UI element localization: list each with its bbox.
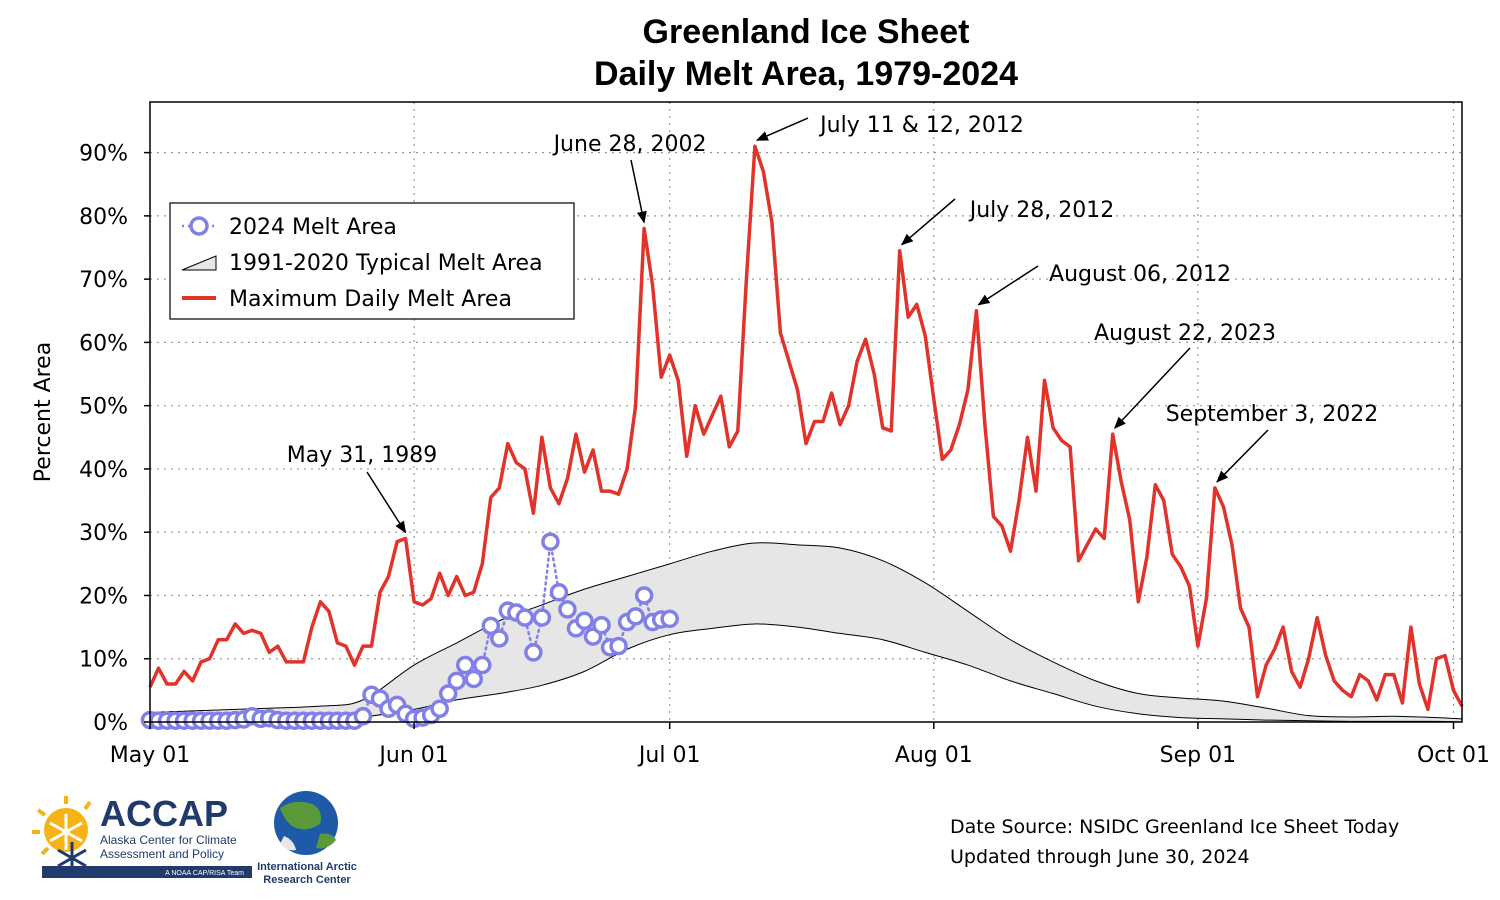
annotation-arrow [366,471,407,534]
melt-2024-point [575,611,594,631]
x-tick-label: Sep 01 [1160,743,1236,768]
accap-logo: ACCAP Alaska Center for Climate Assessme… [32,793,252,878]
melt-2024-point [438,684,458,703]
annotation-label: July 11 & 12, 2012 [818,113,1024,138]
melt-2024-point [609,636,628,656]
melt-2024-point [490,629,509,648]
y-tick-label: 50% [79,395,128,420]
legend-box [169,202,575,320]
x-tick-label: Jun 01 [377,743,448,768]
x-tick-label: Oct 01 [1417,743,1490,768]
typical-melt-band [149,542,1463,723]
annotations: May 31, 1989 June 28, 2002 July 11 & 12, 2… [287,113,1379,534]
max-melt-series [148,144,1464,712]
y-axis-label: Percent Area [31,342,56,482]
y-tick-label: 30% [79,521,128,546]
melt-2024-point [549,583,569,602]
x-tick-label: May 01 [110,743,190,768]
x-tick-label: Aug 01 [895,743,973,768]
melt-2024-point [455,655,475,675]
legend-label: Maximum Daily Melt Area [229,287,512,312]
melt-2024-point [634,586,654,605]
legend: 2024 Melt Area 1991-2020 Typical Melt Are… [169,202,575,320]
y-tick-label: 0% [93,711,128,736]
melt-2024-point [473,655,492,675]
updated-through-text: Updated through June 30, 2024 [950,846,1250,868]
annotation-arrow [1216,429,1269,483]
annotation-label: May 31, 1989 [287,443,437,468]
annotation-arrow [1114,347,1191,429]
accap-banner [42,866,252,878]
melt-2024-point [515,608,535,627]
melt-2024-point [626,607,645,626]
globe-icon [274,791,338,855]
y-tick-label: 40% [79,458,128,483]
melt-2024-point [353,707,373,726]
chart-title-line: Daily Melt Area, 1979-2024 [594,55,1018,93]
melt-2024-point [660,609,679,629]
annotation-arrow [977,265,1039,306]
melt-2024-point [541,532,560,551]
annotation-arrow [755,117,809,141]
iarc-line2: Research Center [263,874,351,886]
melt-2024-point [532,608,552,627]
iarc-line1: International Arctic [257,861,357,873]
plot-frame [149,101,1463,723]
annotation-label: July 28, 2012 [968,198,1115,223]
accap-name: ACCAP [100,793,228,834]
melt-2024-series [140,532,679,730]
axes: 0% 10% 20% 30% 40% 50% 60% 70% 80% 90% May 01 Jun 0… [31,101,1490,768]
melt-2024-point [464,669,483,689]
melt-2024-point [524,643,543,662]
melt-2024-point [430,699,449,718]
annotation-label: August 06, 2012 [1049,262,1231,287]
annotation-label: August 22, 2023 [1094,321,1276,346]
melt-2024-point [447,671,466,691]
accap-line2: Assessment and Policy [100,847,224,861]
iarc-logo: International Arctic Research Center [257,791,357,886]
accap-line1: Alaska Center for Climate [100,833,237,847]
melt-2024-point [481,616,501,636]
chart-title-line: Greenland Ice Sheet [643,13,970,51]
max-melt-line [148,144,1464,712]
y-tick-label: 70% [79,268,128,293]
y-tick-label: 20% [79,584,128,609]
legend-swatch-typical [181,255,217,271]
x-tick-label: Jul 01 [637,743,701,768]
chart-title: Greenland Ice Sheet Daily Melt Area, 1979… [594,13,1018,93]
annotation-label: June 28, 2002 [552,132,707,157]
accap-line3: A NOAA CAP/RISA Team [165,870,244,877]
annotation-label: September 3, 2022 [1166,402,1379,427]
typical-band-upper [149,542,1463,720]
y-tick-label: 80% [79,205,128,230]
typical-band-fill [150,542,1462,722]
melt-2024-point [592,615,611,635]
annotation-arrow [630,159,647,224]
y-tick-label: 60% [79,331,128,356]
sun-snowflake-icon [32,796,92,874]
melt-2024-point [558,600,577,619]
data-source-text: Date Source: NSIDC Greenland Ice Sheet T… [950,816,1400,838]
legend-label: 1991-2020 Typical Melt Area [229,251,543,276]
legend-marker-2024 [189,216,209,236]
legend-label: 2024 Melt Area [229,215,397,240]
annotation-arrow [900,198,956,246]
y-tick-label: 90% [79,142,128,167]
y-tick-label: 10% [79,648,128,673]
